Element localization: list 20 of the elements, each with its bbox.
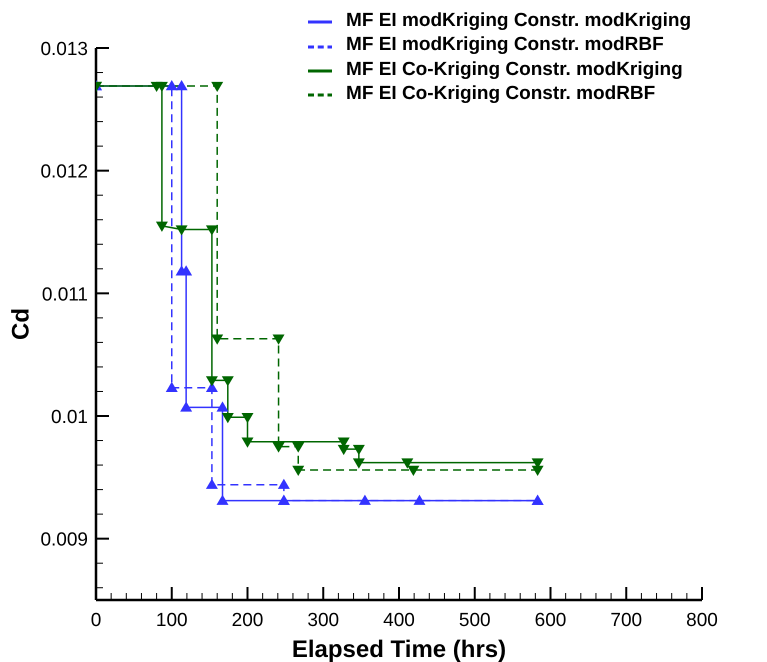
x-tick-label: 700 <box>610 610 642 631</box>
y-axis-title: Cd <box>8 308 35 340</box>
x-tick-label: 400 <box>383 610 415 631</box>
x-tick-label: 800 <box>686 610 718 631</box>
x-tick-label: 300 <box>307 610 340 631</box>
y-tick-label: 0.013 <box>40 39 88 60</box>
y-tick-label: 0.011 <box>42 284 88 306</box>
legend-label: MF EI Co-Kriging Constr. modRBF <box>346 82 656 104</box>
y-tick-label: 0.012 <box>40 162 88 183</box>
y-tick-label: 0.01 <box>51 407 88 428</box>
y-tick-label: 0.009 <box>40 530 88 551</box>
x-tick-label: 600 <box>534 610 566 631</box>
x-tick-label: 100 <box>156 610 188 631</box>
x-tick-label: 200 <box>232 610 264 631</box>
x-tick-label: 500 <box>458 610 491 631</box>
legend-label: MF EI Co-Kriging Constr. modKriging <box>346 58 683 80</box>
legend-label: MF EI modKriging Constr. modKriging <box>346 10 692 31</box>
legend-label: MF EI modKriging Constr. modRBF <box>346 34 664 56</box>
x-tick-label: 0 <box>90 610 102 631</box>
x-axis-title: Elapsed Time (hrs) <box>292 636 506 662</box>
